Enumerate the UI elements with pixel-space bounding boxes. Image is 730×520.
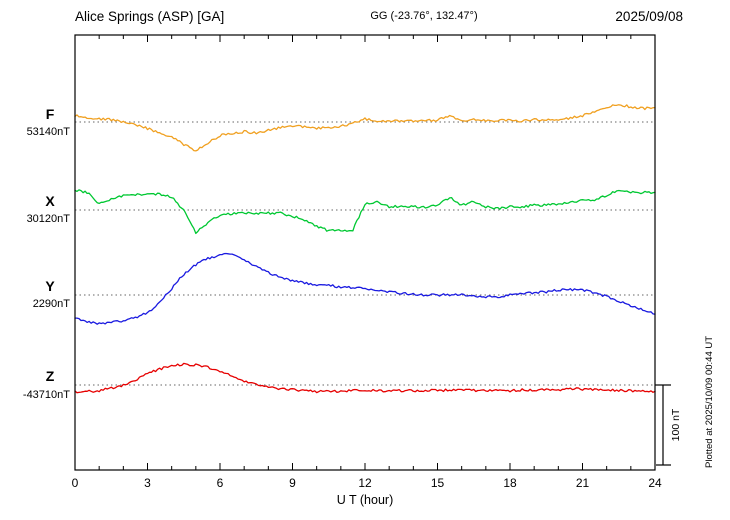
scale-bar: 100 nT — [655, 384, 682, 466]
x-axis-label: U T (hour) — [337, 493, 394, 507]
channel-f-label: F — [46, 106, 55, 122]
coords-label: GG (-23.76°, 132.47°) — [370, 10, 477, 22]
x-tick-label: 24 — [648, 476, 662, 490]
trace-Y — [74, 252, 656, 325]
plot-generated-layer: 0 3 6 9 12 15 18 21 24 — [72, 35, 662, 490]
trace-F — [74, 104, 656, 152]
channel-f-base-value: 53140nT — [27, 126, 71, 138]
x-tick-label: 9 — [289, 476, 296, 490]
channel-y-label: Y — [45, 278, 55, 294]
x-tick-label: 21 — [576, 476, 590, 490]
channel-z-base-value: -43710nT — [23, 389, 70, 401]
x-tick-label: 0 — [72, 476, 79, 490]
plot-frame — [74, 34, 656, 471]
x-tick-label: 18 — [503, 476, 517, 490]
x-tick-label: 6 — [217, 476, 224, 490]
channel-x-label: X — [45, 193, 55, 209]
trace-X — [74, 189, 656, 235]
channel-y-base-value: 2290nT — [33, 298, 71, 310]
trace-Z — [74, 362, 656, 394]
plotted-at-note: Plotted at 2025/10/09 00:44 UT — [704, 336, 715, 468]
x-tick-label: 15 — [431, 476, 445, 490]
x-tick-label: 3 — [144, 476, 151, 490]
date-label: 2025/09/08 — [615, 9, 683, 24]
scale-bar-label: 100 nT — [670, 408, 682, 441]
x-tick-label: 12 — [358, 476, 372, 490]
channel-x-base-value: 30120nT — [27, 213, 71, 225]
station-title: Alice Springs (ASP) [GA] — [75, 9, 224, 24]
channel-z-label: Z — [46, 368, 55, 384]
